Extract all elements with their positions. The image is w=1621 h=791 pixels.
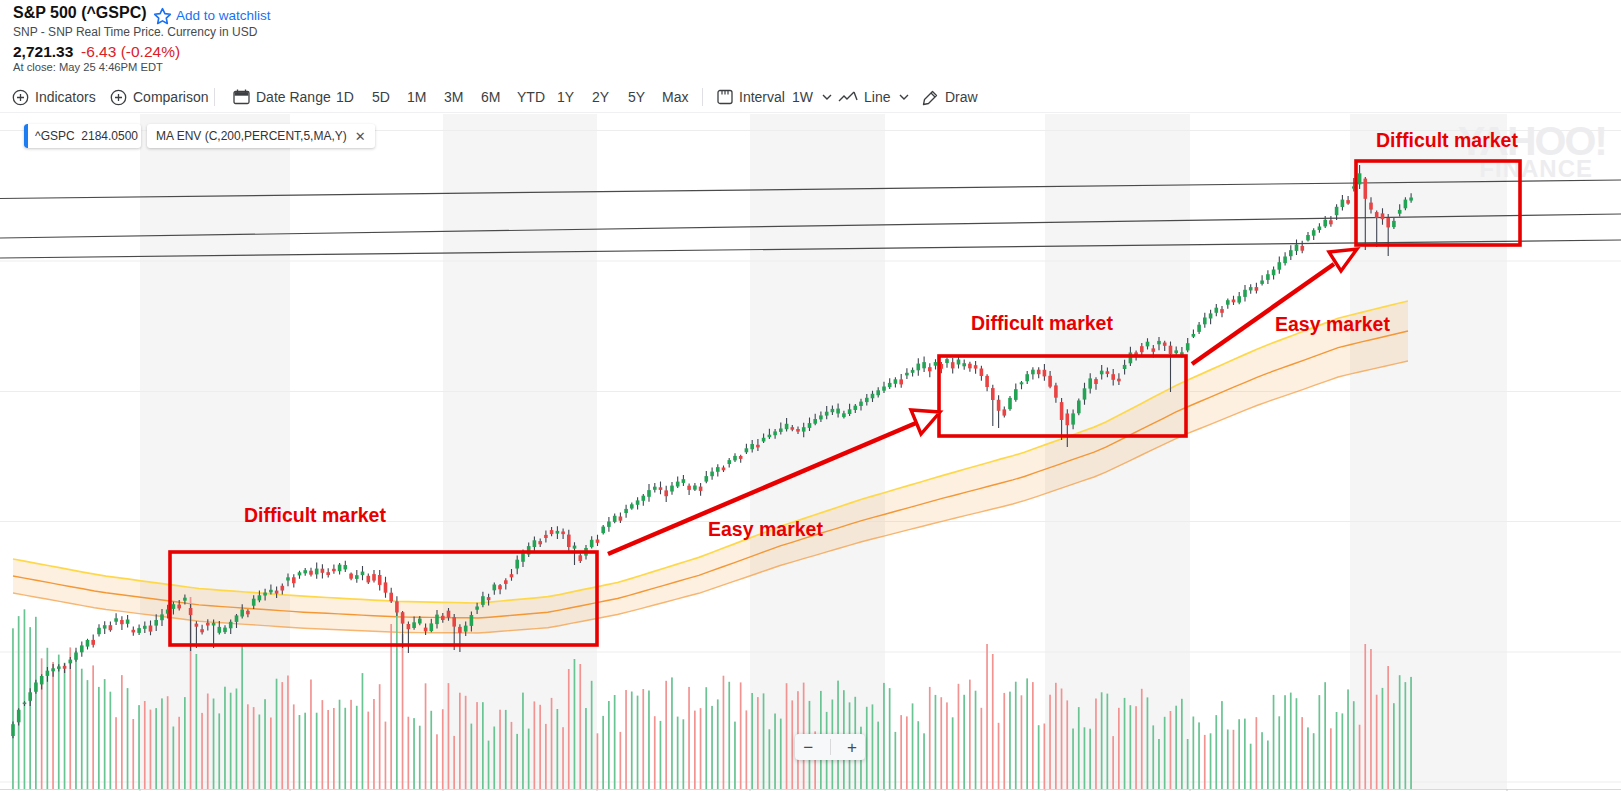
svg-text:FINANCE: FINANCE	[1479, 155, 1593, 182]
